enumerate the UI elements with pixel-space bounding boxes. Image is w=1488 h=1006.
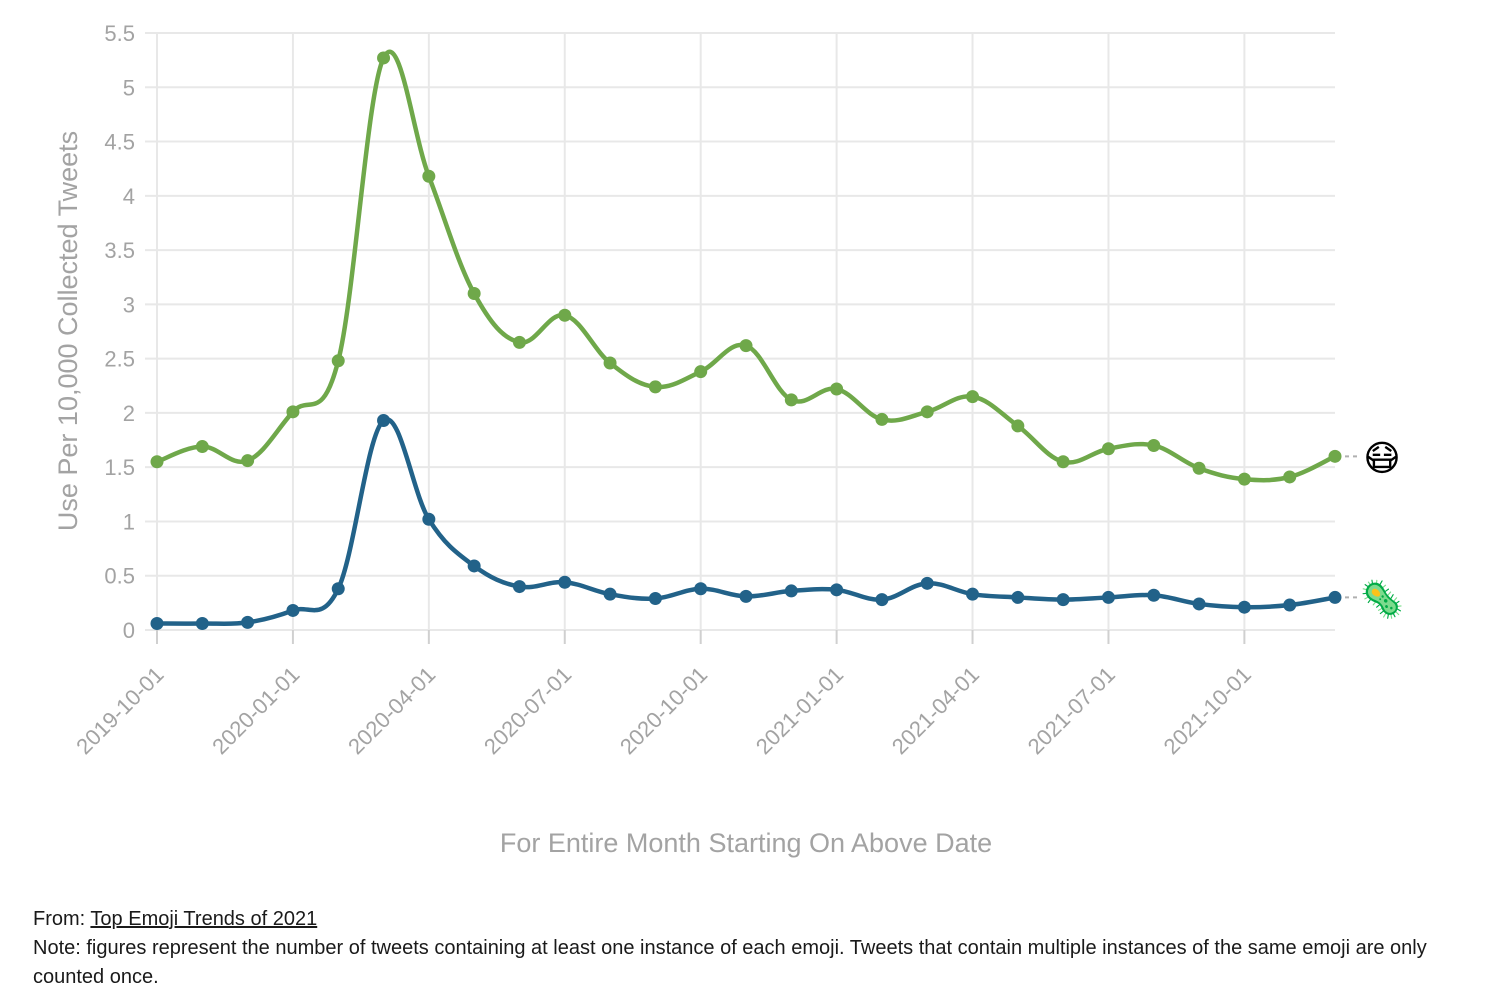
data-point xyxy=(1283,470,1297,484)
series-points xyxy=(150,51,1342,630)
x-tick-label: 2019-10-01 xyxy=(71,662,168,759)
y-tick-label: 3.5 xyxy=(104,238,135,263)
data-point xyxy=(875,412,889,426)
data-point xyxy=(1011,419,1025,433)
x-tick-label: 2021-04-01 xyxy=(887,662,984,759)
series-line-0 xyxy=(154,49,1338,483)
data-point xyxy=(150,455,164,469)
data-point xyxy=(1328,590,1342,604)
data-point xyxy=(512,580,526,594)
data-point xyxy=(920,576,934,590)
source-line: From: Top Emoji Trends of 2021 xyxy=(33,905,1453,934)
x-tick-label: 2020-01-01 xyxy=(207,662,304,759)
data-point xyxy=(1011,590,1025,604)
source-link[interactable]: Top Emoji Trends of 2021 xyxy=(90,908,318,930)
data-point xyxy=(512,335,526,349)
data-point xyxy=(1101,590,1115,604)
series-emoji-labels: 😷🦠 xyxy=(1345,437,1404,619)
y-tick-label: 1.5 xyxy=(104,455,135,480)
y-tick-label: 3 xyxy=(123,292,135,317)
series-line-1 xyxy=(154,417,1338,627)
y-tick-label: 0.5 xyxy=(104,564,135,589)
data-point xyxy=(694,365,708,379)
data-point xyxy=(1237,600,1251,614)
data-point xyxy=(195,440,209,454)
y-gridlines xyxy=(145,32,1335,631)
y-tick-labels: 0 0.5 1 1.5 2 2.5 3 3.5 4 4.5 5 5.5 xyxy=(104,21,135,643)
x-tick-labels: 2019-10-01 2020-01-01 2020-04-01 2020-07-01… xyxy=(71,662,1256,759)
y-tick-label: 1 xyxy=(123,509,135,534)
data-point xyxy=(241,454,255,468)
data-point xyxy=(558,308,572,322)
data-point xyxy=(241,615,255,629)
series-emoji-label: 🦠 xyxy=(1360,578,1405,619)
data-point xyxy=(1147,588,1161,602)
data-point xyxy=(150,616,164,630)
data-point xyxy=(1237,472,1251,486)
data-point xyxy=(286,603,300,617)
y-tick-label: 5 xyxy=(123,75,135,100)
data-point xyxy=(331,582,345,596)
data-point xyxy=(739,589,753,603)
data-point xyxy=(422,169,436,183)
series-emoji-label: 😷 xyxy=(1363,437,1401,478)
y-tick-label: 5.5 xyxy=(104,21,135,46)
data-point xyxy=(648,380,662,394)
data-point xyxy=(920,405,934,419)
y-tick-label: 2.5 xyxy=(104,347,135,372)
data-point xyxy=(1056,593,1070,607)
chart-footer: From: Top Emoji Trends of 2021 Note: fig… xyxy=(33,905,1453,992)
y-tick-label: 4.5 xyxy=(104,130,135,155)
data-point xyxy=(603,356,617,370)
data-point xyxy=(286,405,300,419)
data-point xyxy=(603,587,617,601)
data-point xyxy=(422,512,436,526)
data-point xyxy=(467,559,481,573)
data-point xyxy=(694,582,708,596)
data-point xyxy=(784,584,798,598)
data-point xyxy=(875,593,889,607)
data-point xyxy=(195,616,209,630)
data-point xyxy=(1328,449,1342,463)
data-point xyxy=(1101,442,1115,456)
x-tick-label: 2020-07-01 xyxy=(479,662,576,759)
x-tick-label: 2021-01-01 xyxy=(751,662,848,759)
data-point xyxy=(784,393,798,407)
data-point xyxy=(1192,597,1206,611)
data-point xyxy=(1283,598,1297,612)
x-axis-title: For Entire Month Starting On Above Date xyxy=(500,828,992,858)
data-point xyxy=(830,382,844,396)
data-point xyxy=(331,354,345,368)
footnote: Note: figures represent the number of tw… xyxy=(33,937,1427,988)
y-tick-label: 0 xyxy=(123,618,135,643)
data-point xyxy=(966,587,980,601)
x-gridlines xyxy=(156,33,1246,644)
y-tick-label: 2 xyxy=(123,401,135,426)
source-prefix: From: xyxy=(33,908,91,930)
x-tick-label: 2021-10-01 xyxy=(1159,662,1256,759)
x-tick-label: 2020-04-01 xyxy=(343,662,440,759)
data-point xyxy=(377,414,391,428)
data-point xyxy=(1192,461,1206,475)
data-point xyxy=(467,287,481,301)
data-point xyxy=(966,390,980,404)
data-point xyxy=(648,592,662,606)
data-point xyxy=(377,51,391,65)
line-chart: 0 0.5 1 1.5 2 2.5 3 3.5 4 4.5 5 5.5 2019-10-01 2020-… xyxy=(53,21,1404,858)
x-tick-label: 2020-10-01 xyxy=(615,662,712,759)
data-point xyxy=(558,575,572,589)
data-point xyxy=(830,583,844,597)
y-axis-title: Use Per 10,000 Collected Tweets xyxy=(53,131,83,531)
data-point xyxy=(1056,455,1070,469)
data-point xyxy=(1147,438,1161,452)
data-point xyxy=(739,339,753,353)
y-tick-label: 4 xyxy=(123,184,135,209)
x-tick-label: 2021-07-01 xyxy=(1023,662,1120,759)
series-lines xyxy=(154,49,1338,627)
